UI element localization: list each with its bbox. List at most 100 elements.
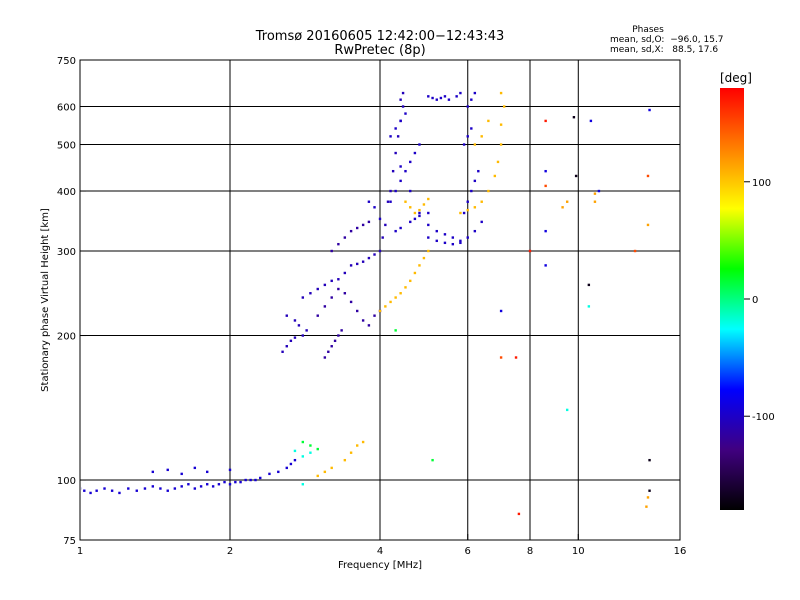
echo-point xyxy=(447,98,451,101)
y-tick-label: 300 xyxy=(57,247,76,258)
echo-point xyxy=(597,189,601,193)
echo-point xyxy=(455,95,458,98)
echo-point xyxy=(316,314,319,317)
echo-point xyxy=(409,220,412,224)
echo-point xyxy=(327,350,330,353)
echo-point xyxy=(422,203,426,206)
echo-point xyxy=(323,283,327,287)
echo-point xyxy=(394,127,397,130)
y-tick-label: 100 xyxy=(57,476,76,487)
echo-point xyxy=(389,189,392,193)
echo-point xyxy=(544,169,547,173)
echo-point xyxy=(459,211,462,215)
echo-point xyxy=(166,468,169,472)
echo-point xyxy=(493,174,497,178)
echo-point xyxy=(633,249,637,253)
echo-point xyxy=(459,239,462,243)
echo-point xyxy=(477,169,480,173)
echo-point xyxy=(480,135,483,138)
echo-point xyxy=(589,119,593,123)
echo-point xyxy=(389,135,392,138)
echo-point xyxy=(378,309,382,313)
echo-point xyxy=(418,214,421,218)
colorbar-tick-label: 0 xyxy=(752,295,758,306)
echo-point xyxy=(301,440,305,444)
echo-point xyxy=(223,480,226,484)
colorbar-tick-label: -100 xyxy=(752,412,775,423)
echo-point xyxy=(480,220,483,224)
echo-point xyxy=(466,200,469,203)
echo-point xyxy=(646,174,650,178)
echo-point xyxy=(593,200,597,203)
echo-point xyxy=(435,239,438,243)
echo-point xyxy=(473,91,477,95)
echo-point xyxy=(293,449,297,453)
phases-stats-x: mean, sd,X: 88.5, 17.6 xyxy=(610,45,718,55)
echo-point xyxy=(451,242,455,246)
echo-point xyxy=(422,256,426,260)
echo-point xyxy=(234,480,237,484)
echo-point xyxy=(89,491,92,495)
echo-point xyxy=(301,296,305,299)
x-axis-label: Frequency [MHz] xyxy=(338,560,422,571)
echo-point xyxy=(399,119,402,123)
echo-point xyxy=(211,485,215,488)
echo-point xyxy=(473,143,477,146)
echo-point xyxy=(404,169,407,173)
phases-stats-heading: Phases xyxy=(632,25,664,35)
echo-point xyxy=(127,487,130,490)
echo-point xyxy=(309,444,312,447)
echo-point xyxy=(110,489,114,492)
echo-point xyxy=(459,91,462,95)
echo-point xyxy=(81,487,82,490)
echo-point xyxy=(330,249,333,253)
echo-point xyxy=(193,487,197,490)
echo-point xyxy=(309,451,312,454)
echo-point xyxy=(574,174,578,178)
echo-point xyxy=(514,356,518,359)
echo-point xyxy=(173,487,177,490)
echo-point xyxy=(343,458,347,462)
echo-point xyxy=(355,262,359,266)
echo-point xyxy=(439,96,443,100)
echo-point xyxy=(499,91,503,95)
echo-point xyxy=(333,339,337,343)
echo-point xyxy=(480,200,483,203)
echo-point xyxy=(443,233,447,236)
echo-point xyxy=(118,491,121,495)
echo-point xyxy=(378,249,382,253)
echo-point xyxy=(217,483,221,486)
y-tick-label: 400 xyxy=(57,187,76,198)
echo-point xyxy=(316,287,319,291)
echo-point xyxy=(646,496,650,499)
echo-point xyxy=(349,451,353,454)
echo-point xyxy=(337,334,340,337)
echo-point xyxy=(427,211,430,215)
echo-point xyxy=(496,160,500,164)
echo-point xyxy=(205,470,209,474)
echo-point xyxy=(337,242,340,246)
chart-title: Tromsø 20160605 12:42:00−12:43:43 xyxy=(255,29,505,44)
echo-point xyxy=(343,236,347,239)
echo-point xyxy=(301,334,305,337)
echo-point xyxy=(316,447,319,451)
echo-point xyxy=(466,135,469,138)
echo-point xyxy=(355,226,359,230)
x-axis-ticks: 1 2 4 6 8 10 16 xyxy=(77,534,686,557)
echo-point xyxy=(103,487,106,490)
echo-point xyxy=(277,470,280,474)
echo-point xyxy=(473,206,477,209)
echo-point xyxy=(323,470,327,474)
echo-point xyxy=(135,489,138,492)
x-tick-label: 6 xyxy=(465,546,471,557)
echo-point xyxy=(355,309,359,313)
echo-point xyxy=(427,197,430,201)
echo-point xyxy=(343,292,347,295)
echo-point xyxy=(409,189,412,193)
echo-point xyxy=(180,472,183,476)
phases-stats-o: mean, sd,O: −96.0, 15.7 xyxy=(610,35,724,45)
echo-point xyxy=(427,95,430,98)
echo-point xyxy=(349,229,353,233)
echo-point xyxy=(239,480,242,484)
echo-point xyxy=(399,165,402,168)
